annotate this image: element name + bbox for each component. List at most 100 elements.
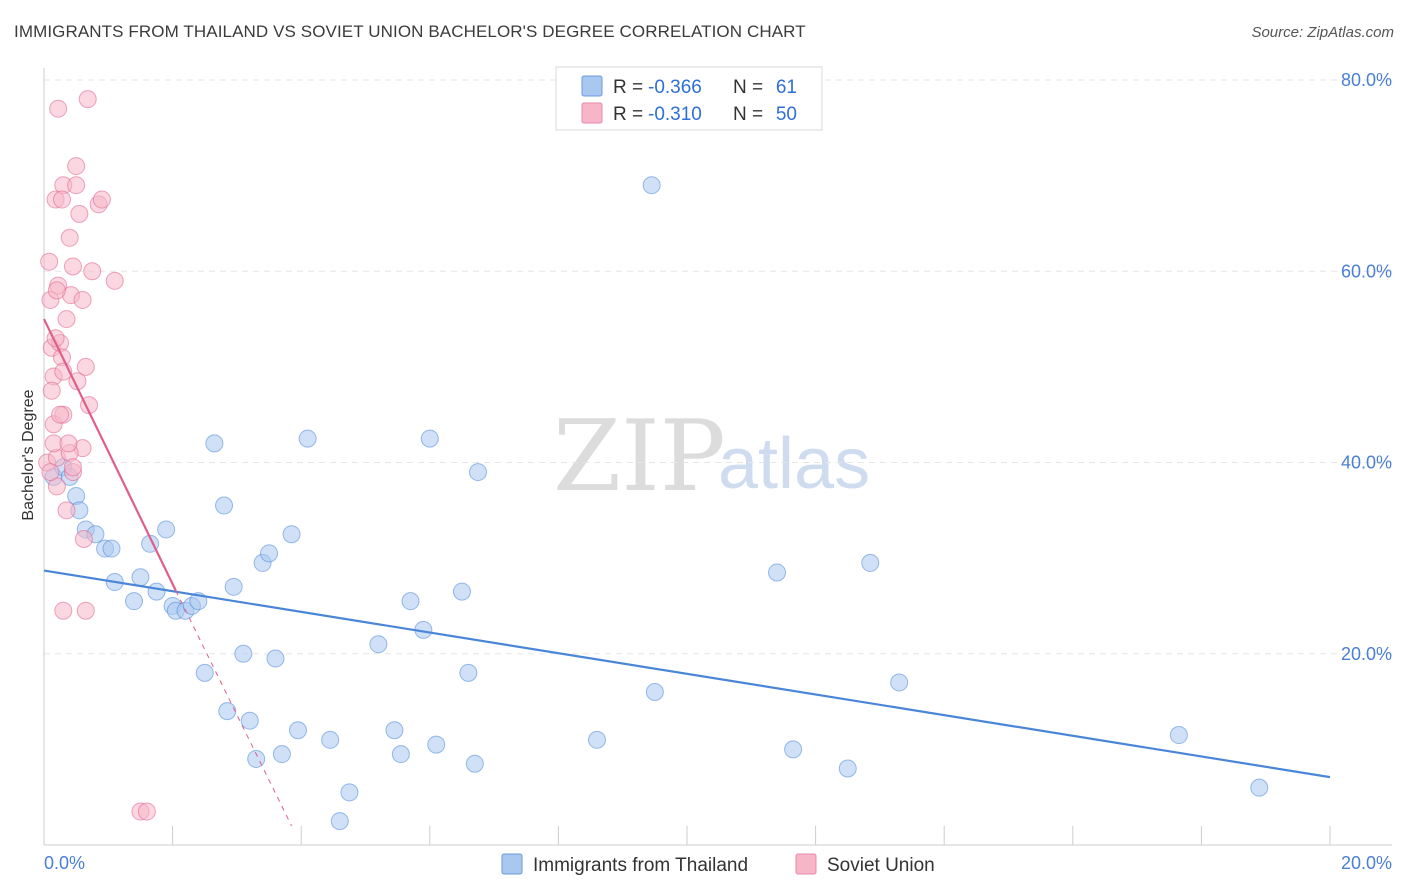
series-layer bbox=[38, 90, 1331, 831]
watermark-zip: ZIP bbox=[553, 400, 726, 514]
source-label: Source: ZipAtlas.com bbox=[1251, 24, 1394, 41]
x-tick-label-min: 0.0% bbox=[44, 853, 85, 873]
thailand-point-50 bbox=[642, 176, 661, 195]
soviet-point-36 bbox=[57, 310, 76, 329]
soviet-point-23 bbox=[76, 357, 95, 376]
soviet-point-1 bbox=[40, 252, 59, 271]
thailand-point-30 bbox=[266, 649, 285, 668]
thailand-point-11 bbox=[131, 568, 150, 587]
y-axis-label: Bachelor's Degree bbox=[20, 389, 37, 520]
thailand-point-44 bbox=[427, 735, 446, 754]
watermark-atlas: atlas bbox=[718, 424, 870, 504]
y-tick-labels: 20.0% 40.0% 60.0% 80.0% bbox=[1341, 70, 1392, 664]
y-tick-label-3: 80.0% bbox=[1341, 70, 1392, 90]
thailand-point-37 bbox=[340, 783, 359, 802]
thailand-point-56 bbox=[890, 673, 909, 692]
soviet-point-13 bbox=[57, 501, 76, 520]
soviet-point-46 bbox=[41, 463, 60, 482]
thailand-point-55 bbox=[861, 553, 880, 572]
thailand-point-45 bbox=[452, 582, 471, 601]
soviet-point-32 bbox=[76, 601, 95, 620]
thailand-point-22 bbox=[215, 496, 234, 515]
thailand-point-57 bbox=[1169, 726, 1188, 745]
thailand-point-54 bbox=[838, 759, 857, 778]
thailand-point-33 bbox=[288, 721, 307, 740]
soviet-point-44 bbox=[47, 281, 66, 300]
thailand-point-40 bbox=[391, 745, 410, 764]
legend-swatch-thailand bbox=[581, 75, 603, 97]
thailand-trend-line bbox=[43, 569, 1331, 779]
thailand-point-39 bbox=[385, 721, 404, 740]
soviet-point-20 bbox=[70, 204, 89, 223]
thailand-point-23 bbox=[218, 702, 237, 721]
soviet-trend-line bbox=[43, 318, 177, 592]
bottom-legend-label-soviet: Soviet Union bbox=[827, 855, 935, 876]
thailand-point-25 bbox=[234, 644, 253, 663]
thailand-point-21 bbox=[205, 434, 224, 453]
watermark: ZIP atlas bbox=[553, 400, 870, 514]
thailand-point-26 bbox=[240, 711, 259, 730]
soviet-point-29 bbox=[92, 190, 111, 209]
thailand-point-51 bbox=[645, 683, 664, 701]
soviet-point-49 bbox=[59, 434, 78, 453]
thailand-point-14 bbox=[157, 520, 176, 539]
legend-r-value-thailand: -0.366 bbox=[648, 77, 702, 98]
thailand-point-29 bbox=[260, 544, 279, 563]
soviet-point-45 bbox=[63, 458, 82, 477]
soviet-point-27 bbox=[78, 90, 97, 109]
thailand-point-10 bbox=[125, 592, 144, 611]
x-tick-label-max: 20.0% bbox=[1341, 853, 1392, 873]
soviet-point-31 bbox=[54, 601, 73, 620]
soviet-point-18 bbox=[67, 157, 86, 176]
thailand-point-24 bbox=[224, 577, 243, 596]
legend-n-value-soviet: 50 bbox=[776, 104, 797, 125]
thailand-point-34 bbox=[298, 429, 317, 448]
thailand-point-47 bbox=[465, 754, 484, 773]
thailand-point-13 bbox=[147, 582, 166, 601]
soviet-point-22 bbox=[74, 530, 93, 548]
soviet-point-43 bbox=[73, 290, 92, 309]
soviet-point-25 bbox=[83, 262, 102, 281]
soviet-point-41 bbox=[42, 381, 61, 400]
soviet-point-30 bbox=[105, 271, 124, 290]
bottom-legend: Immigrants from Thailand Soviet Union bbox=[501, 853, 935, 876]
y-tick-label-2: 60.0% bbox=[1341, 261, 1392, 281]
thailand-point-36 bbox=[330, 812, 349, 831]
thailand-point-43 bbox=[420, 429, 439, 448]
thailand-point-31 bbox=[272, 745, 291, 764]
thailand-point-52 bbox=[768, 563, 787, 582]
thailand-point-46 bbox=[459, 663, 478, 682]
thailand-point-20 bbox=[195, 663, 214, 682]
legend-n-value-thailand: 61 bbox=[776, 77, 797, 98]
bottom-legend-swatch-thailand bbox=[501, 853, 523, 875]
y-tick-label-1: 40.0% bbox=[1341, 453, 1392, 473]
y-tick-label-0: 20.0% bbox=[1341, 644, 1392, 664]
soviet-point-16 bbox=[63, 257, 82, 276]
thailand-point-49 bbox=[587, 730, 606, 749]
legend-r-label-thailand: R = bbox=[613, 77, 643, 98]
soviet-point-26 bbox=[49, 99, 68, 118]
chart-title: IMMIGRANTS FROM THAILAND VS SOVIET UNION… bbox=[14, 22, 806, 41]
soviet-point-14 bbox=[60, 228, 79, 247]
soviet-point-34 bbox=[137, 802, 156, 821]
soviet-point-39 bbox=[51, 405, 70, 424]
soviet-point-40 bbox=[67, 176, 86, 195]
legend-n-label-thailand: N = bbox=[733, 77, 763, 98]
soviet-trend-extension bbox=[175, 590, 293, 827]
legend-r-label-soviet: R = bbox=[613, 104, 643, 125]
thailand-point-58 bbox=[1250, 778, 1269, 797]
x-ticks bbox=[43, 826, 1331, 845]
bottom-legend-label-thailand: Immigrants from Thailand bbox=[533, 855, 748, 876]
bottom-legend-swatch-soviet bbox=[795, 853, 817, 875]
thailand-point-38 bbox=[369, 635, 388, 654]
soviet-point-42 bbox=[53, 190, 72, 209]
gridlines bbox=[44, 79, 1392, 655]
legend-n-label-soviet: N = bbox=[733, 104, 763, 125]
legend-box: R = -0.366 N = 61 R = -0.310 N = 50 bbox=[555, 66, 823, 131]
thailand-point-48 bbox=[469, 463, 488, 482]
thailand-point-8 bbox=[102, 539, 121, 558]
thailand-point-41 bbox=[401, 592, 420, 611]
thailand-point-32 bbox=[282, 525, 301, 544]
legend-swatch-soviet bbox=[581, 102, 603, 124]
